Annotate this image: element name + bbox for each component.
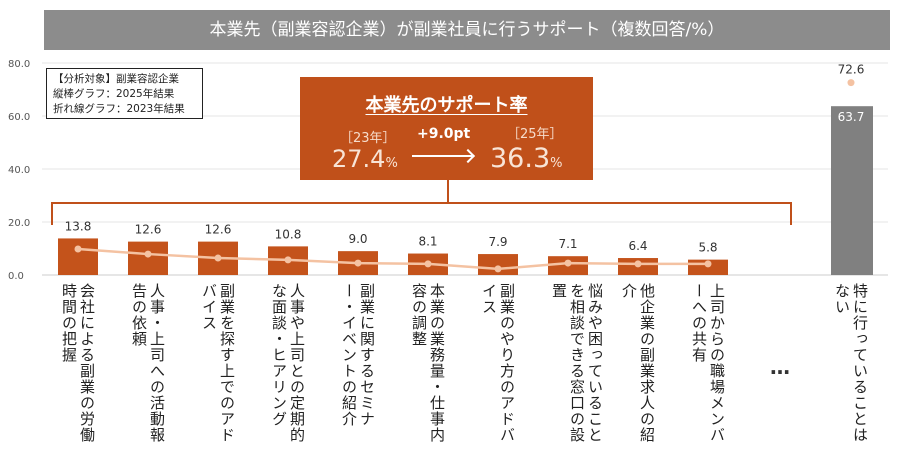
line-point — [74, 245, 82, 253]
bar-value-label: 12.6 — [135, 223, 162, 237]
bar-value-label: 63.7 — [838, 110, 865, 124]
callout-diff: +9.0pt — [417, 126, 471, 142]
bar-value-label: 7.9 — [488, 235, 507, 249]
y-tick-label: 0.0 — [8, 271, 24, 282]
category-label: 人事や上司との定期的な面談・ヒアリング — [270, 283, 306, 443]
callout-value-2023: 27.4% — [332, 145, 398, 173]
line-point — [424, 260, 432, 268]
bar-value-label: 7.1 — [558, 237, 577, 251]
legend-target: 【分析対象】副業容認企業 — [53, 73, 179, 85]
bar — [128, 241, 168, 275]
line-point — [634, 260, 642, 268]
bar-value-label: 8.1 — [418, 235, 437, 249]
line-point — [494, 265, 502, 273]
callout-heading: 本業先のサポート率 — [365, 95, 528, 116]
bar-value-label: 9.0 — [348, 232, 367, 246]
chart-title: 本業先（副業容認企業）が副業社員に行うサポート（複数回答/%） — [44, 10, 890, 50]
bar — [831, 106, 873, 275]
line-2023 — [77, 247, 708, 271]
bracket-line — [51, 202, 792, 225]
category-label: 副業を探す上でのアドバイス — [200, 283, 236, 443]
callout-value-2025: 36.3% — [490, 143, 563, 174]
legend-bar: 縦棒グラフ：2025年結果 — [53, 88, 175, 100]
category-label: 他企業の副業求人の紹介 — [620, 283, 656, 443]
y-tick-label: 20.0 — [8, 218, 30, 229]
legend-box: 【分析対象】副業容認企業 縦棒グラフ：2025年結果 折れ線グラフ：2023年結… — [46, 68, 203, 119]
line-point — [284, 256, 292, 264]
y-tick-label: 80.0 — [8, 59, 30, 70]
category-label: 上司からの職場メンバーへの共有 — [690, 283, 726, 443]
line-point — [704, 260, 712, 268]
category-label: 会社による副業の労働時間の把握 — [60, 283, 96, 443]
bar-value-label: 6.4 — [628, 239, 647, 253]
legend-line: 折れ線グラフ：2023年結果 — [53, 103, 185, 115]
callout-year-2025: ［25年］ — [507, 127, 563, 142]
line-point — [354, 259, 362, 267]
line-point — [847, 79, 855, 87]
y-tick-label: 60.0 — [8, 112, 30, 123]
category-label: 副業のやり方のアドバイス — [480, 283, 516, 443]
bar — [58, 238, 98, 275]
line-point — [214, 254, 222, 262]
line-point — [144, 250, 152, 258]
category-label: 本業の業務量・仕事内容の調整 — [410, 283, 446, 443]
callout-year-2023: ［23年］ — [340, 131, 396, 146]
category-label: 悩みや困っていることを相談できる窓口の設置 — [550, 283, 604, 443]
bar-value-label: 13.8 — [65, 219, 92, 233]
arrow-right-icon — [412, 155, 472, 157]
category-label: 人事・上司への活動報告の依頼 — [130, 283, 166, 443]
category-label: 副業に関するセミナー・イベントの紹介 — [340, 283, 376, 427]
ellipsis: … — [770, 355, 790, 379]
bar-value-label: 5.8 — [698, 241, 717, 255]
bar — [478, 254, 518, 275]
category-label: 特に行っていることはない — [833, 283, 869, 443]
line-point — [564, 259, 572, 267]
line-value-label: 72.6 — [838, 63, 865, 77]
bar-value-label: 12.6 — [205, 223, 232, 237]
y-tick-label: 40.0 — [8, 165, 30, 176]
support-rate-callout: 本業先のサポート率 ［23年］ 27.4% +9.0pt ［25年］ 36.3% — [300, 77, 593, 180]
bar-value-label: 10.8 — [275, 227, 302, 241]
